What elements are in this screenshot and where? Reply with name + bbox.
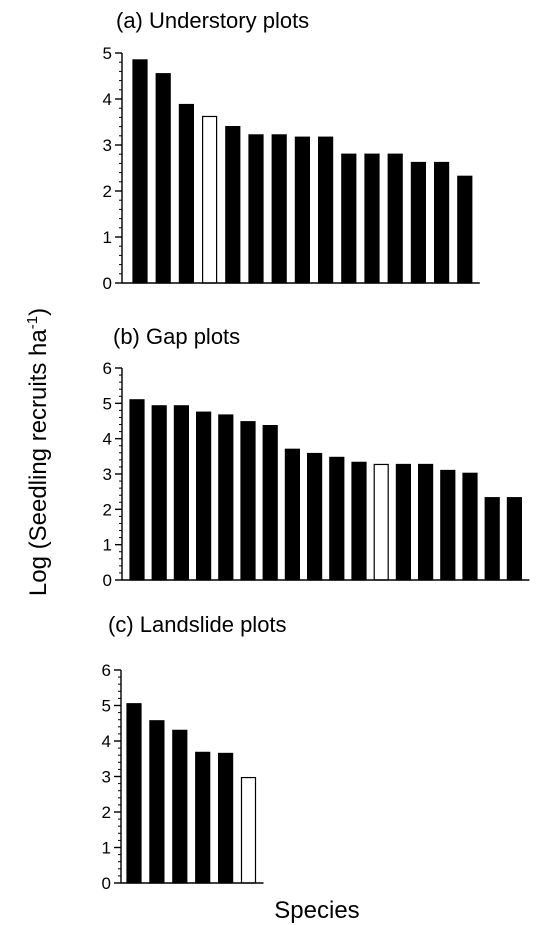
y-tick-label: 2 xyxy=(102,803,111,822)
y-axis-label-close: ) xyxy=(25,308,52,316)
bar xyxy=(172,729,188,884)
y-tick-label: 1 xyxy=(103,228,112,247)
y-tick-label: 2 xyxy=(103,500,112,519)
bar xyxy=(294,136,310,284)
y-tick-label: 0 xyxy=(103,274,112,293)
bar xyxy=(457,175,473,284)
bar xyxy=(149,720,165,884)
bar xyxy=(225,125,241,284)
bar xyxy=(418,463,434,581)
panel-c-landslide: (c) Landslide plots 0 1 2 3 4 5 6 xyxy=(102,612,287,893)
y-tick-label: 4 xyxy=(103,90,112,109)
y-tick-label: 0 xyxy=(103,571,112,590)
y-tick-label: 6 xyxy=(102,661,111,680)
bar xyxy=(484,497,500,581)
bar xyxy=(240,776,257,884)
panel-a-understory: (a) Understory plots 0 1 2 3 4 5 xyxy=(103,8,480,293)
bar xyxy=(364,153,380,284)
bar xyxy=(129,399,145,581)
y-tick-label: 5 xyxy=(103,44,112,63)
panel-b-gap: (b) Gap plots 0 1 2 3 4 5 6 xyxy=(103,324,530,590)
bar xyxy=(178,103,194,284)
bar xyxy=(151,405,167,581)
bar xyxy=(155,73,171,284)
y-tick-label: 0 xyxy=(102,874,111,893)
bar xyxy=(240,421,256,581)
bar xyxy=(440,469,456,581)
y-tick-label: 1 xyxy=(102,839,111,858)
bar xyxy=(195,751,211,884)
bar xyxy=(173,405,189,581)
y-tick-label: 5 xyxy=(102,697,111,716)
y-tick-label: 3 xyxy=(102,768,111,787)
bar xyxy=(341,153,357,284)
bar xyxy=(196,411,212,581)
y-tick-label: 2 xyxy=(103,182,112,201)
panel-title: (b) Gap plots xyxy=(113,324,240,349)
bar xyxy=(506,497,522,581)
bar xyxy=(329,456,345,581)
bar xyxy=(262,424,278,581)
bar xyxy=(351,461,367,581)
bar xyxy=(395,463,411,581)
bar xyxy=(284,448,300,581)
bar xyxy=(218,414,234,581)
y-axis-label: Log (Seedling recruits ha-1) xyxy=(24,308,52,596)
bar xyxy=(248,134,264,284)
bar xyxy=(307,452,323,581)
bar xyxy=(462,472,478,581)
bar xyxy=(202,115,218,284)
bar xyxy=(434,161,450,284)
y-tick-label: 3 xyxy=(103,465,112,484)
bar xyxy=(373,463,389,581)
bar xyxy=(271,134,287,284)
y-tick-label: 3 xyxy=(103,136,112,155)
bar xyxy=(132,59,148,284)
bar xyxy=(126,703,142,884)
bar xyxy=(387,153,403,284)
x-axis-label: Species xyxy=(274,897,359,924)
y-tick-label: 6 xyxy=(103,359,112,378)
panel-title: (a) Understory plots xyxy=(116,8,309,33)
bar xyxy=(318,136,334,284)
bar xyxy=(410,161,426,284)
panel-title: (c) Landslide plots xyxy=(108,612,287,637)
y-tick-label: 4 xyxy=(102,732,111,751)
bar xyxy=(218,752,234,884)
y-tick-label: 4 xyxy=(103,430,112,449)
y-axis-label-exponent: -1 xyxy=(24,316,41,329)
y-axis-label-main: Log (Seedling recruits ha xyxy=(25,329,52,596)
y-tick-label: 5 xyxy=(103,394,112,413)
y-tick-label: 1 xyxy=(103,536,112,555)
